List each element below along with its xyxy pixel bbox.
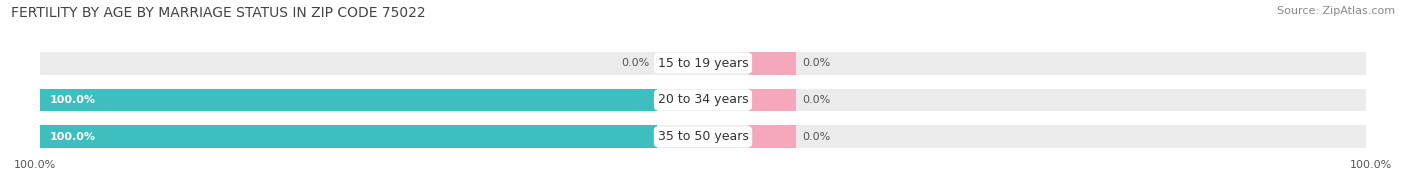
Text: 100.0%: 100.0% xyxy=(51,132,96,142)
Bar xyxy=(41,125,657,148)
Bar xyxy=(41,89,1365,111)
Bar xyxy=(41,89,657,111)
Text: 20 to 34 years: 20 to 34 years xyxy=(658,93,748,106)
Text: Source: ZipAtlas.com: Source: ZipAtlas.com xyxy=(1277,6,1395,16)
Text: 15 to 19 years: 15 to 19 years xyxy=(658,57,748,70)
Text: 100.0%: 100.0% xyxy=(51,95,96,105)
Bar xyxy=(41,52,1365,74)
Text: 0.0%: 0.0% xyxy=(803,95,831,105)
Text: FERTILITY BY AGE BY MARRIAGE STATUS IN ZIP CODE 75022: FERTILITY BY AGE BY MARRIAGE STATUS IN Z… xyxy=(11,6,426,20)
Text: 0.0%: 0.0% xyxy=(803,58,831,68)
Bar xyxy=(41,125,1365,148)
Bar xyxy=(749,125,796,148)
Text: 0.0%: 0.0% xyxy=(803,132,831,142)
Text: 100.0%: 100.0% xyxy=(1350,160,1392,170)
Text: 0.0%: 0.0% xyxy=(621,58,650,68)
Text: 100.0%: 100.0% xyxy=(14,160,56,170)
Bar xyxy=(749,52,796,74)
Text: 35 to 50 years: 35 to 50 years xyxy=(658,130,748,143)
Bar xyxy=(749,89,796,111)
